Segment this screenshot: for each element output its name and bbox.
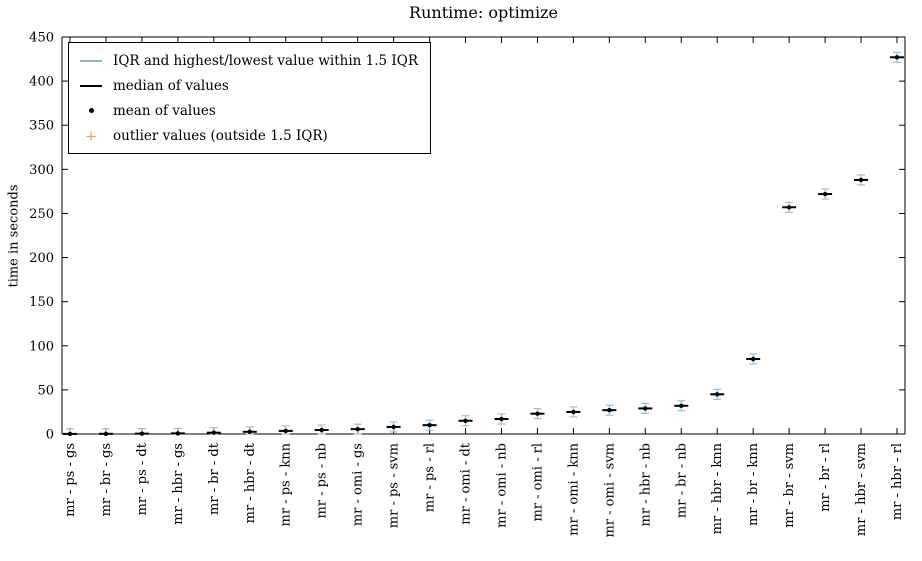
legend-label: median of values (113, 77, 229, 94)
legend-label: mean of values (113, 102, 216, 119)
x-tick-label: mr - omi - knn (566, 442, 581, 535)
mean-dot (463, 418, 468, 423)
legend-label: IQR and highest/lowest value within 1.5 … (113, 52, 418, 69)
mean-dot (607, 407, 612, 413)
x-tick-label: mr - ps - knn (279, 442, 294, 526)
x-tick-label: mr - omi - dt (459, 442, 474, 524)
y-tick-label: 350 (29, 119, 54, 134)
legend-item-iqr: IQR and highest/lowest value within 1.5 … (77, 48, 418, 73)
plot-border (61, 36, 906, 435)
mean-dot (571, 409, 576, 415)
y-tick-label: 100 (29, 339, 54, 354)
legend-item-outlier: + outlier values (outside 1.5 IQR) (77, 123, 418, 148)
mean-dot (427, 422, 432, 428)
mean-dot (643, 406, 648, 411)
legend-item-mean: mean of values (77, 98, 418, 123)
mean-dot (247, 429, 252, 434)
y-tick-label: 300 (29, 163, 54, 178)
y-tick-label: 200 (29, 251, 54, 266)
chart-title: Runtime: optimize (409, 3, 558, 22)
x-tick-label: mr - hbr - knn (710, 442, 725, 534)
mean-dot (679, 403, 684, 408)
mean-dot (67, 431, 73, 437)
x-tick-label: mr - hbr - gs (171, 443, 186, 525)
legend-line-swatch (80, 59, 102, 62)
mean-dot (535, 411, 540, 416)
x-tick-label: mr - ps - svm (387, 443, 402, 528)
mean-dot-icon (77, 108, 105, 113)
x-tick-label: mr - ps - gs (63, 443, 78, 517)
mean-dot (786, 205, 792, 210)
mean-dot (211, 430, 217, 435)
x-tick-label: mr - hbr - dt (243, 442, 258, 523)
y-tick-label: 0 (46, 428, 54, 443)
mean-dot (750, 356, 756, 362)
mean-dot (139, 431, 145, 436)
y-tick-label: 450 (29, 31, 54, 46)
mean-dot (319, 427, 324, 433)
legend-item-median: median of values (77, 73, 418, 98)
mean-dot (715, 392, 720, 397)
x-tick-label: mr - br - nb (674, 443, 689, 518)
x-tick-label: mr - hbr - nb (638, 443, 653, 526)
x-tick-label: mr - br - rl (818, 443, 833, 512)
legend-line-swatch (80, 84, 102, 87)
y-tick-label: 50 (37, 383, 54, 398)
mean-dot (283, 428, 288, 434)
x-tick-label: mr - hbr - rl (890, 443, 905, 520)
x-tick-label: mr - br - gs (99, 443, 114, 516)
median-line-icon (77, 84, 105, 87)
x-tick-label: mr - omi - nb (494, 443, 509, 528)
mean-dot (355, 426, 360, 432)
x-tick-label: mr - ps - nb (315, 443, 330, 519)
mean-dot (499, 416, 504, 422)
mean-dot (175, 431, 181, 436)
legend-dot-swatch (88, 108, 94, 113)
outlier-plus-icon: + (84, 126, 98, 145)
x-tick-label: mr - hbr - svm (854, 443, 869, 536)
mean-dot (894, 55, 900, 60)
y-tick-label: 250 (29, 207, 54, 222)
legend-label: outlier values (outside 1.5 IQR) (113, 127, 328, 144)
y-tick-label: 150 (29, 295, 54, 310)
x-tick-label: mr - omi - rl (530, 443, 545, 522)
legend: IQR and highest/lowest value within 1.5 … (68, 42, 431, 154)
mean-dot (858, 177, 864, 183)
x-tick-label: mr - omi - svm (602, 443, 617, 538)
y-tick-label: 400 (29, 75, 54, 90)
mean-dot (822, 191, 828, 197)
x-tick-label: mr - ps - dt (135, 442, 150, 515)
mean-dot (103, 431, 109, 437)
x-tick-label: mr - br - knn (746, 442, 761, 526)
x-tick-label: mr - br - dt (207, 442, 222, 515)
x-tick-label: mr - br - svm (782, 443, 797, 528)
iqr-line-icon (77, 59, 105, 62)
mean-dot (391, 424, 396, 430)
x-tick-label: mr - ps - rl (423, 443, 438, 512)
x-tick-label: mr - omi - gs (351, 443, 366, 526)
